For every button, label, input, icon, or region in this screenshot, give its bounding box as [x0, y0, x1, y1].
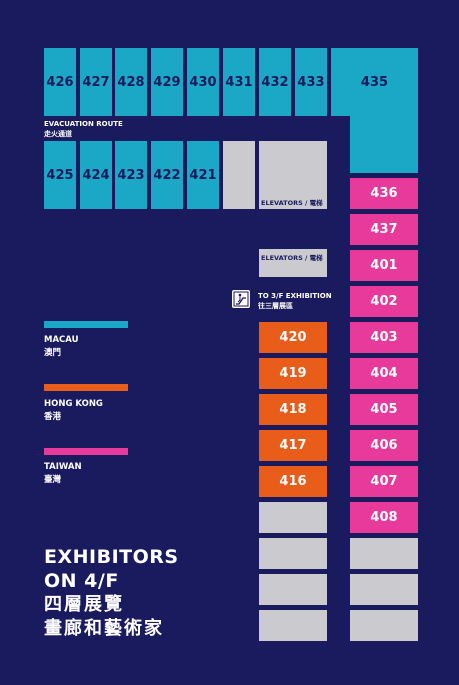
booth-422[interactable]: 422 — [151, 141, 183, 209]
legend-hk-zh: 香港 — [44, 412, 62, 422]
legend-tw: TAIWAN 臺灣 — [44, 461, 82, 487]
elevators-block-1 — [259, 141, 327, 209]
booth-418[interactable]: 418 — [259, 394, 327, 425]
booth-425[interactable]: 425 — [44, 141, 76, 209]
booth-416[interactable]: 416 — [259, 466, 327, 497]
to-3f-label: TO 3/F EXHIBITION 往三層展區 — [258, 291, 332, 311]
booth-432[interactable]: 432 — [259, 48, 291, 116]
title-line-1: EXHIBITORS — [44, 546, 179, 568]
legend-macau: MACAU 澳門 — [44, 334, 79, 360]
page-title: EXHIBITORS ON 4/F 四層展覽 畫廊和藝術家 — [44, 545, 179, 641]
booth-435[interactable]: 435 — [331, 48, 418, 116]
booth-431[interactable]: 431 — [223, 48, 255, 116]
unassigned-right-1 — [350, 538, 418, 569]
evacuation-route-en: EVACUATION ROUTE — [44, 120, 123, 128]
unassigned-right-3 — [350, 610, 418, 641]
booth-420[interactable]: 420 — [259, 322, 327, 353]
unassigned-mid-4 — [259, 610, 327, 641]
legend-tw-en: TAIWAN — [44, 462, 82, 472]
booth-406[interactable]: 406 — [350, 430, 418, 461]
evacuation-route-zh: 走火通道 — [44, 130, 72, 138]
booth-437[interactable]: 437 — [350, 214, 418, 245]
legend-macau-en: MACAU — [44, 335, 79, 345]
booth-417[interactable]: 417 — [259, 430, 327, 461]
booth-404[interactable]: 404 — [350, 358, 418, 389]
to-3f-en: TO 3/F EXHIBITION — [258, 292, 332, 300]
escalator-icon — [232, 290, 250, 308]
title-line-2: ON 4/F — [44, 570, 119, 592]
booth-407[interactable]: 407 — [350, 466, 418, 497]
title-line-3: 四層展覽 — [44, 594, 124, 615]
unassigned-right-2 — [350, 574, 418, 605]
booth-430[interactable]: 430 — [187, 48, 219, 116]
booth-421[interactable]: 421 — [187, 141, 219, 209]
legend-hk: HONG KONG 香港 — [44, 398, 103, 424]
to-3f-zh: 往三層展區 — [258, 302, 293, 310]
booth-403[interactable]: 403 — [350, 322, 418, 353]
booth-427[interactable]: 427 — [80, 48, 112, 116]
elevators-label-2: ELEVATORS / 電梯 — [261, 254, 323, 262]
booth-435-extension — [350, 116, 418, 173]
elevators-label-1: ELEVATORS / 電梯 — [261, 199, 323, 207]
booth-433[interactable]: 433 — [295, 48, 327, 116]
booth-423[interactable]: 423 — [115, 141, 147, 209]
evacuation-route-label: EVACUATION ROUTE 走火通道 — [44, 119, 123, 139]
legend-macau-swatch — [44, 321, 128, 328]
booth-424[interactable]: 424 — [80, 141, 112, 209]
booth-428[interactable]: 428 — [115, 48, 147, 116]
booth-419[interactable]: 419 — [259, 358, 327, 389]
legend-tw-zh: 臺灣 — [44, 475, 62, 485]
legend-tw-swatch — [44, 448, 128, 455]
legend-hk-en: HONG KONG — [44, 399, 103, 409]
elevators-block-2 — [259, 249, 327, 277]
booth-436[interactable]: 436 — [350, 178, 418, 209]
booth-408[interactable]: 408 — [350, 502, 418, 533]
unassigned-mid-1 — [259, 502, 327, 533]
unassigned-mid-3 — [259, 574, 327, 605]
booth-429[interactable]: 429 — [151, 48, 183, 116]
booth-401[interactable]: 401 — [350, 250, 418, 281]
booth-402[interactable]: 402 — [350, 286, 418, 317]
unassigned-block-1 — [223, 141, 255, 209]
legend-hk-swatch — [44, 384, 128, 391]
title-line-4: 畫廊和藝術家 — [44, 618, 164, 639]
booth-426[interactable]: 426 — [44, 48, 76, 116]
booth-435-label: 435 — [360, 74, 389, 90]
unassigned-mid-2 — [259, 538, 327, 569]
legend-macau-zh: 澳門 — [44, 348, 62, 358]
booth-405[interactable]: 405 — [350, 394, 418, 425]
